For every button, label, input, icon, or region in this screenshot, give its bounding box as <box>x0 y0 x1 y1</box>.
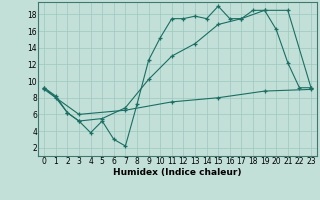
X-axis label: Humidex (Indice chaleur): Humidex (Indice chaleur) <box>113 168 242 177</box>
